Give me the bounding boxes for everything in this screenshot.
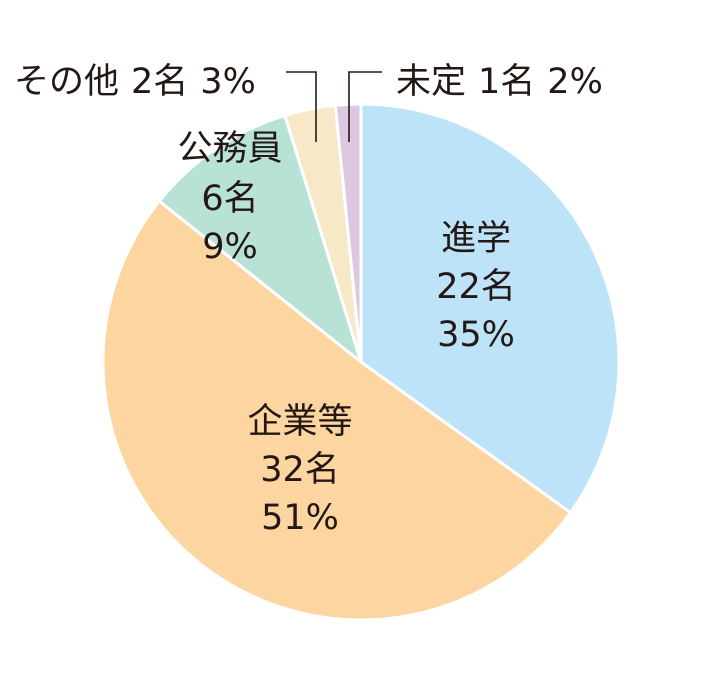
slice-label-komuin-count: 6名 xyxy=(201,179,258,219)
slice-label-kigyo-count: 32名 xyxy=(260,450,340,490)
slice-label-sonota: その他 2名 3% xyxy=(14,62,256,102)
slice-label-sonota-count: 2名 xyxy=(131,62,188,102)
slice-label-mitei: 未定 1名 2% xyxy=(396,62,603,102)
slice-label-mitei-count: 1名 xyxy=(478,62,535,102)
pie-slice-mitei xyxy=(333,102,363,364)
leader-line-sonota xyxy=(286,71,317,142)
slice-label-mitei-name: 未定 xyxy=(396,62,466,102)
slice-label-kigyo-name: 企業等 xyxy=(247,402,352,442)
slice-label-kigyo-percent: 51% xyxy=(261,498,339,538)
slice-label-komuin-name: 公務員 xyxy=(177,129,282,169)
slice-label-komuin-percent: 9% xyxy=(202,227,258,267)
slice-label-shingaku-percent: 35% xyxy=(437,315,515,355)
leader-line-mitei xyxy=(348,71,382,142)
slice-label-shingaku-name: 進学 xyxy=(441,219,511,259)
pie-slice-komuin xyxy=(157,113,363,364)
slice-label-mitei-percent: 2% xyxy=(547,62,603,102)
slice-label-sonota-name: その他 xyxy=(14,62,119,102)
slice-label-sonota-percent: 3% xyxy=(200,62,256,102)
pie-slice-kigyo xyxy=(101,199,572,622)
pie-slice-shingaku xyxy=(359,102,621,515)
slice-label-shingaku-count: 22名 xyxy=(436,267,516,307)
